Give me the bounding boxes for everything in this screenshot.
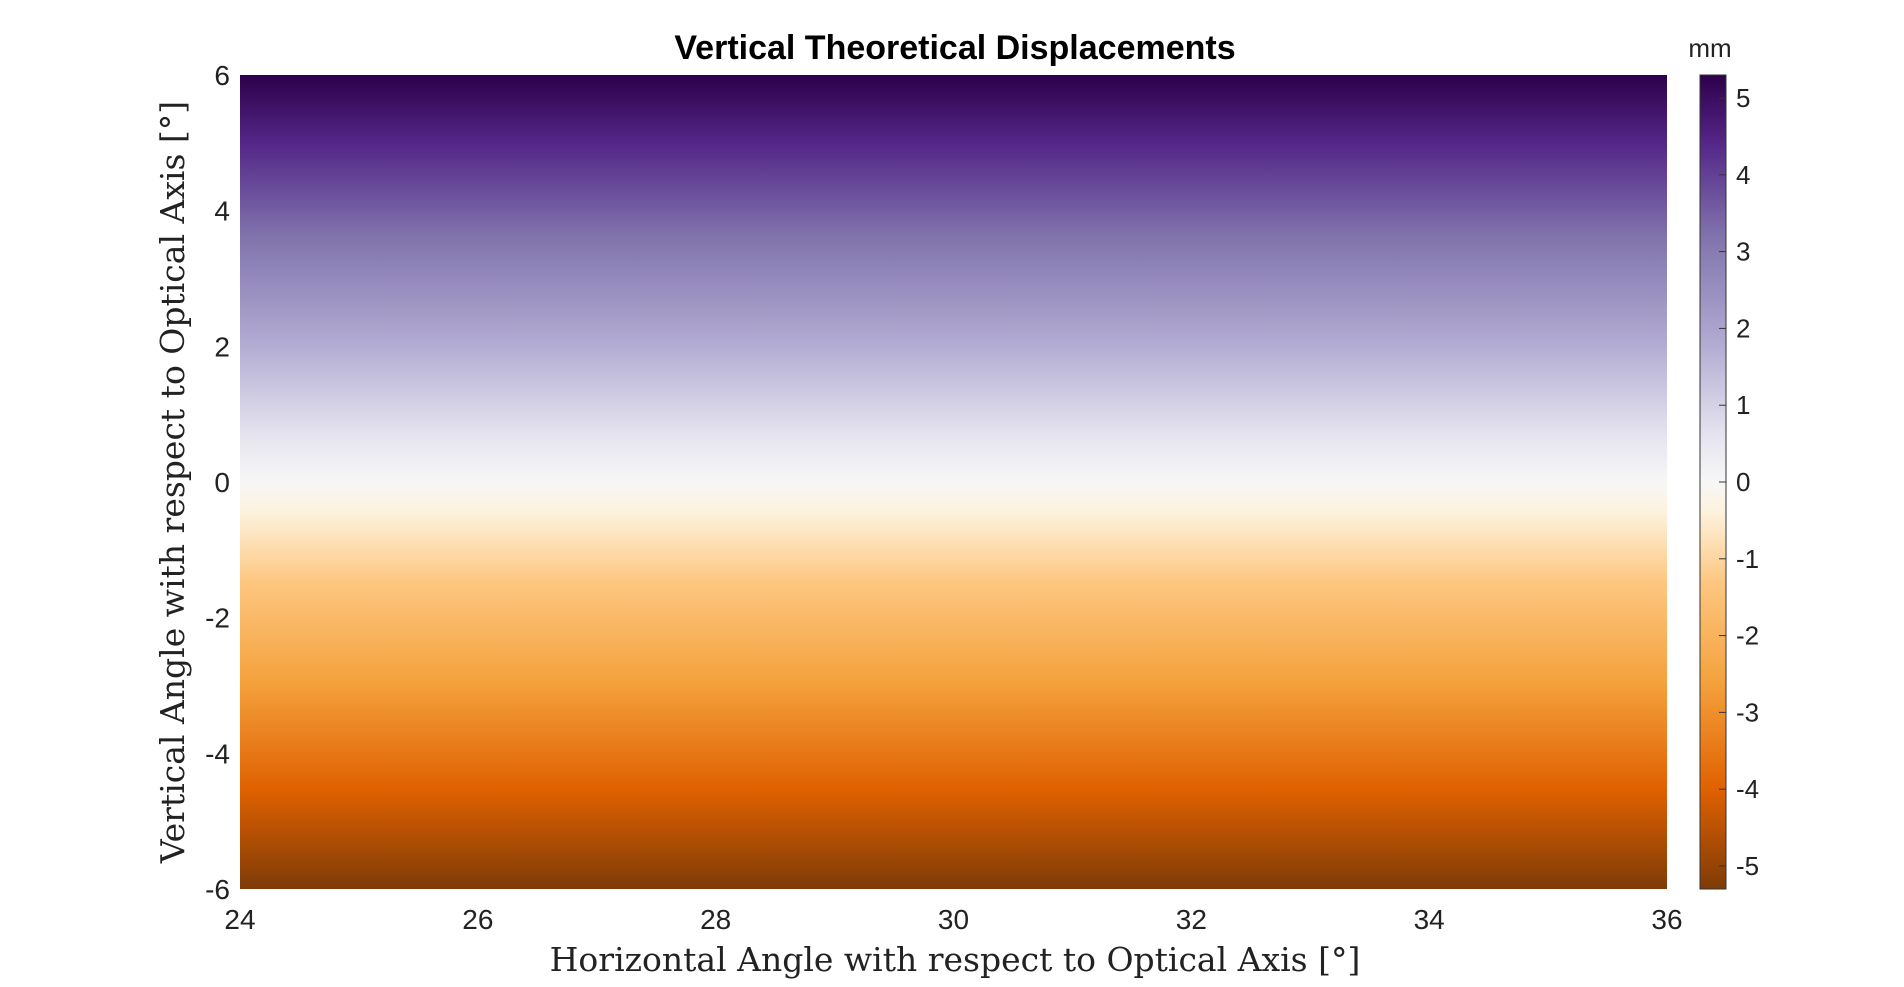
chart-title: Vertical Theoretical Displacements: [674, 29, 1235, 67]
colorbar-unit: mm: [1688, 33, 1731, 63]
colorbar-tick-label: -5: [1736, 851, 1759, 881]
x-tick-label: 30: [938, 904, 969, 935]
y-axis-label: Vertical Angle with respect to Optical A…: [153, 101, 192, 864]
colorbar-tick-label: -3: [1736, 697, 1759, 727]
y-tick-label: -4: [205, 738, 230, 769]
colorbar-tick-label: -1: [1736, 544, 1759, 574]
colorbar-ticks: -5 -4 -3 -2 -1 0 1 2 3 4 5: [1719, 83, 1759, 881]
heatmap-field: [240, 75, 1667, 889]
colorbar-tick-label: 2: [1736, 313, 1750, 343]
x-tick-label: 24: [224, 904, 255, 935]
x-axis-ticks: 24 26 28 30 32 34 36: [224, 904, 1682, 935]
y-tick-label: 2: [214, 331, 230, 362]
x-tick-label: 28: [700, 904, 731, 935]
x-tick-label: 32: [1176, 904, 1207, 935]
y-tick-label: 0: [214, 467, 230, 498]
x-tick-label: 36: [1651, 904, 1682, 935]
colorbar-tick-label: 1: [1736, 390, 1750, 420]
colorbar-tick-label: 3: [1736, 237, 1750, 267]
y-tick-label: 6: [214, 60, 230, 91]
x-tick-label: 34: [1414, 904, 1445, 935]
colorbar-tick-label: 0: [1736, 467, 1750, 497]
colorbar-tick-label: 5: [1736, 83, 1750, 113]
colorbar-tick-label: -2: [1736, 621, 1759, 651]
colorbar-tick-label: 4: [1736, 160, 1750, 190]
y-tick-label: 4: [214, 196, 230, 227]
x-axis-label: Horizontal Angle with respect to Optical…: [550, 940, 1361, 979]
y-axis-ticks: -6 -4 -2 0 2 4 6: [205, 60, 230, 905]
y-tick-label: -2: [205, 603, 230, 634]
y-tick-label: -6: [205, 874, 230, 905]
colorbar-tick-label: -4: [1736, 774, 1759, 804]
x-tick-label: 26: [462, 904, 493, 935]
